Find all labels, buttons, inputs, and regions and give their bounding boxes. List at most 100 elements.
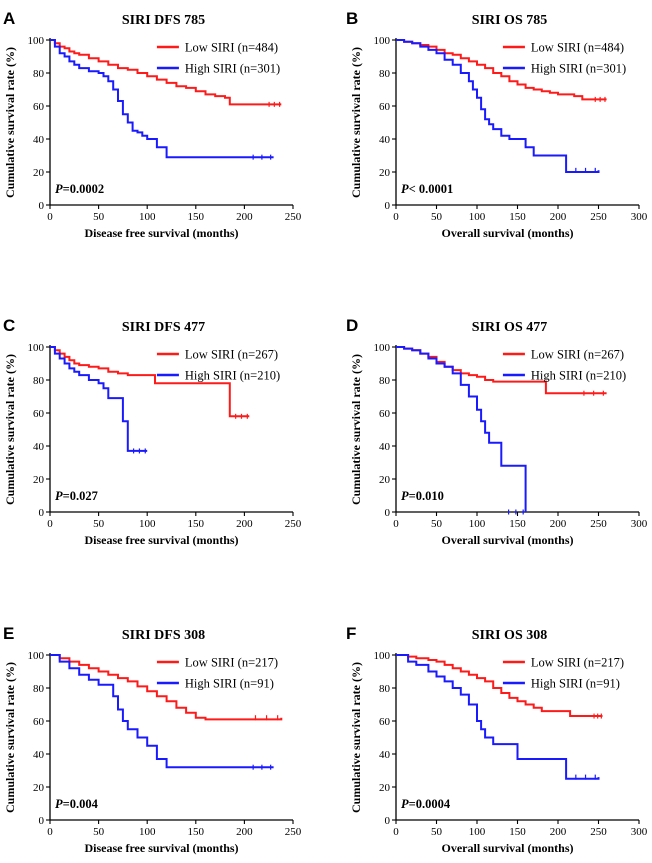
x-axis-label: Disease free survival (months): [84, 533, 238, 547]
x-tick-label: 50: [431, 518, 443, 530]
x-tick-label: 300: [631, 518, 648, 530]
x-tick-label: 0: [393, 211, 399, 223]
panel-letter: F: [346, 624, 356, 643]
x-tick-label: 100: [139, 518, 156, 530]
x-tick-label: 100: [469, 518, 486, 530]
panel-letter: B: [346, 9, 358, 28]
p-value-text: =0.010: [409, 489, 444, 503]
p-value-text: =0.0002: [63, 182, 105, 196]
survival-curve-low: [50, 346, 250, 418]
x-tick-label: 0: [47, 826, 53, 838]
x-tick-label: 200: [236, 211, 253, 223]
chart-title: SIRI DFS 785: [122, 13, 205, 28]
chart-title: SIRI DFS 477: [122, 320, 205, 335]
y-axis-label: Cumulative survival rate (%): [3, 47, 17, 198]
y-tick-label: 20: [379, 474, 391, 486]
y-tick-label: 60: [379, 101, 391, 113]
y-axis-label: Cumulative survival rate (%): [3, 354, 17, 505]
y-axis-label: Cumulative survival rate (%): [349, 662, 363, 813]
x-axis-label: Overall survival (months): [442, 226, 574, 240]
p-value-text: =0.027: [63, 489, 98, 503]
p-value: P=0.0004: [401, 797, 451, 811]
x-tick-label: 50: [93, 826, 105, 838]
legend-label-high: High SIRI (n=301): [185, 62, 280, 76]
chart-title: SIRI OS 785: [472, 13, 547, 28]
y-tick-label: 100: [28, 35, 45, 47]
survival-curve-high: [50, 346, 148, 452]
p-value-text: =0.0004: [409, 797, 451, 811]
y-tick-label: 0: [385, 815, 391, 827]
x-tick-label: 0: [47, 211, 53, 223]
panel-letter: A: [3, 9, 15, 28]
survival-curve-high: [396, 39, 600, 173]
x-tick-label: 100: [139, 826, 156, 838]
x-tick-label: 250: [285, 518, 302, 530]
y-tick-label: 40: [379, 749, 391, 761]
y-tick-label: 20: [33, 167, 45, 179]
x-tick-label: 100: [469, 826, 486, 838]
p-value-text: < 0.0001: [409, 182, 454, 196]
panel-b: B SIRI OS 785 0 20 40 60 80 100 0 50 100 150 200 250 3…: [346, 9, 648, 240]
panel-letter: C: [3, 316, 15, 335]
y-tick-label: 40: [33, 134, 45, 146]
survival-curve-low: [396, 654, 603, 717]
p-value-label: P: [55, 182, 63, 196]
y-axis-label: Cumulative survival rate (%): [349, 354, 363, 505]
survival-curve-high: [396, 654, 600, 780]
y-tick-label: 40: [33, 749, 45, 761]
x-tick-label: 0: [47, 518, 53, 530]
legend-label-low: Low SIRI (n=217): [185, 656, 278, 670]
x-tick-label: 250: [285, 211, 302, 223]
panel-e: E SIRI DFS 308 0 20 40 60 80 100 0 50 100 150 200 250…: [3, 624, 302, 855]
p-value: P=0.010: [401, 489, 444, 503]
y-tick-label: 100: [374, 342, 391, 354]
y-tick-label: 20: [379, 782, 391, 794]
legend-label-high: High SIRI (n=91): [531, 677, 620, 691]
x-tick-label: 50: [431, 211, 443, 223]
y-tick-label: 80: [33, 683, 45, 695]
x-tick-label: 250: [590, 211, 607, 223]
legend-label-high: High SIRI (n=301): [531, 62, 626, 76]
x-tick-label: 250: [590, 518, 607, 530]
y-tick-label: 100: [28, 650, 45, 662]
p-value-label: P: [55, 797, 63, 811]
panel-letter: D: [346, 316, 358, 335]
legend-label-low: Low SIRI (n=267): [185, 348, 278, 362]
y-tick-label: 40: [379, 441, 391, 453]
x-tick-label: 50: [431, 826, 443, 838]
y-tick-label: 80: [33, 375, 45, 387]
legend-label-high: High SIRI (n=210): [531, 369, 626, 383]
y-tick-label: 80: [33, 68, 45, 80]
y-tick-label: 0: [385, 200, 391, 212]
x-tick-label: 150: [509, 211, 526, 223]
p-value: P=0.004: [55, 797, 99, 811]
legend-label-high: High SIRI (n=210): [185, 369, 280, 383]
y-tick-label: 20: [33, 474, 45, 486]
x-tick-label: 150: [188, 518, 205, 530]
legend-label-low: Low SIRI (n=484): [531, 41, 624, 55]
chart-title: SIRI OS 477: [472, 320, 547, 335]
p-value: P< 0.0001: [401, 182, 453, 196]
y-tick-label: 100: [28, 342, 45, 354]
x-tick-label: 200: [550, 826, 567, 838]
y-tick-label: 80: [379, 683, 391, 695]
x-tick-label: 200: [236, 518, 253, 530]
y-tick-label: 20: [379, 167, 391, 179]
legend-label-low: Low SIRI (n=267): [531, 348, 624, 362]
chart-title: SIRI DFS 308: [122, 628, 205, 643]
panel-f: F SIRI OS 308 0 20 40 60 80 100 0 50 100 150 200 250 3…: [346, 624, 648, 855]
x-tick-label: 250: [590, 826, 607, 838]
y-tick-label: 0: [385, 507, 391, 519]
p-value-text: =0.004: [63, 797, 99, 811]
p-value-label: P: [401, 797, 409, 811]
x-tick-label: 100: [469, 211, 486, 223]
x-tick-label: 300: [631, 826, 648, 838]
y-tick-label: 60: [379, 716, 391, 728]
x-axis-label: Disease free survival (months): [84, 841, 238, 855]
x-axis-label: Overall survival (months): [442, 841, 574, 855]
x-tick-label: 200: [550, 518, 567, 530]
survival-curve-low: [50, 654, 283, 721]
x-tick-label: 0: [393, 826, 399, 838]
x-tick-label: 250: [285, 826, 302, 838]
